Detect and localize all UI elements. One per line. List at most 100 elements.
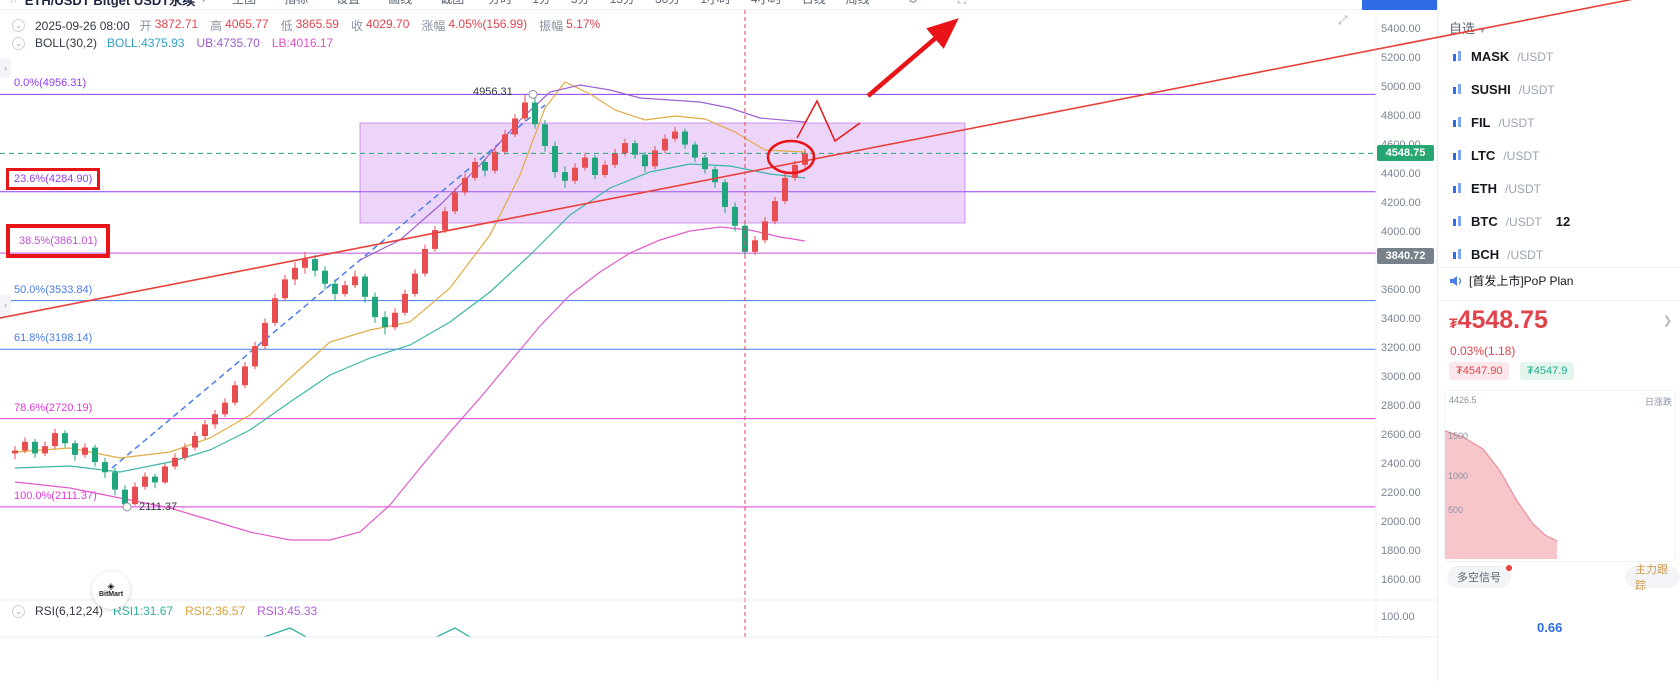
rsi-legend: ⌄ RSI(6,12,24) RSI1:31.67 RSI2:36.57 RSI3:… <box>12 604 317 618</box>
main-force-tracking-button[interactable]: 主力跟踪 <box>1625 564 1680 592</box>
boll-value: BOLL:4375.93 <box>107 36 185 50</box>
long-short-signal-button[interactable]: 多空信号 <box>1447 565 1512 588</box>
kline-icon <box>1451 83 1463 96</box>
depth-axis-label: 500 <box>1448 505 1464 515</box>
depth-panel[interactable]: 4426.5 日涨跌 1500 1000 500 <box>1444 390 1676 562</box>
bitmart-logo-icon: ◈ <box>107 581 115 591</box>
fib-label: 38.5%(3861.01) <box>6 224 111 259</box>
pair-quote: /USDT <box>1505 214 1542 229</box>
toolbar-item[interactable]: 画线 <box>388 0 412 6</box>
drawing-toolbar-handle[interactable]: › <box>0 295 11 315</box>
price-axis-label: 1800.00 <box>1381 545 1421 557</box>
interval-buttons: 分时 1分 5分 15分 30分 1小时 4小时 日线 周线 <box>478 0 880 8</box>
fib-label: 100.0%(2111.37) <box>14 489 97 502</box>
price-axis-label: 5000.00 <box>1381 81 1421 93</box>
watchlist-row[interactable]: MASK/USDT <box>1438 40 1680 73</box>
watchlist-row[interactable]: LTC/USDT <box>1438 139 1680 172</box>
favorite-star-icon[interactable]: ☆ <box>8 0 19 6</box>
ohlc-item: 开 3872.71 <box>139 17 199 33</box>
watchlist: MASK/USDT SUSHI/USDT FIL/USDT LTC/USDT ETH/U… <box>1438 40 1680 271</box>
interval-button[interactable]: 分时 <box>488 0 512 6</box>
ohlc-legend: ⌄ 2025-09-26 08:00 开 3872.71 高 4065.77 低 3865… <box>12 17 600 34</box>
ticker-change: 0.03%(1.18) <box>1450 344 1516 358</box>
pair-base: BCH <box>1471 247 1500 262</box>
price-axis-label: 3600.00 <box>1381 284 1421 296</box>
interval-button[interactable]: 1小时 <box>700 0 731 6</box>
chevron-right-icon[interactable]: ❯ <box>1663 315 1673 327</box>
watchlist-row[interactable]: FIL/USDT <box>1438 106 1680 139</box>
toolbar-item[interactable]: 指标 <box>284 0 308 6</box>
last-price-badge: 4548.75 <box>1377 145 1434 161</box>
toolbar-right-icons[interactable]: ⚙ ⛶ <box>908 0 985 7</box>
boll-value: LB:4016.17 <box>271 36 334 50</box>
interval-button[interactable]: 15分 <box>610 0 635 6</box>
pair-base: BTC <box>1471 214 1498 229</box>
price-axis-label: 2600.00 <box>1381 429 1421 441</box>
topbar: ☆ ETH/USDT Bitget USDT永续 ▼ 主图 指标 设置 画线 截图 分时… <box>0 0 1437 10</box>
chevron-down-icon[interactable]: ▼ <box>199 0 208 4</box>
collapse-chevron-icon[interactable]: ⌄ <box>12 604 25 618</box>
watchlist-row[interactable]: ETH/USDT <box>1438 172 1680 205</box>
price-axis-label: 5400.00 <box>1381 23 1421 35</box>
price-axis-label: 2000.00 <box>1381 516 1421 528</box>
boll-legend: ⌄ BOLL(30,2) BOLL:4375.93 UB:4735.70 LB:40… <box>12 36 333 50</box>
pair-quote: /USDT <box>1498 115 1535 130</box>
index-price-badge: ₮4547.90 <box>1449 362 1510 380</box>
fib-label: 78.6%(2720.19) <box>14 401 93 414</box>
toolbar-item[interactable]: 设置 <box>336 0 360 6</box>
fullscreen-icon[interactable]: ⤢ <box>1338 13 1348 27</box>
price-axis-label: 4800.00 <box>1381 110 1421 122</box>
rsi-axis-label: 100.00 <box>1381 611 1415 623</box>
kline-icon <box>1451 215 1463 228</box>
price-axis-label: 2200.00 <box>1381 487 1421 499</box>
ohlc-item: 振幅 5.17% <box>539 17 601 33</box>
depth-area-chart <box>1445 430 1558 559</box>
rsi-name: RSI(6,12,24) <box>35 604 104 618</box>
chevron-down-icon: ▼ <box>1478 25 1487 35</box>
watchlist-row[interactable]: SUSHI/USDT <box>1438 73 1680 106</box>
toolbar-item[interactable]: 截图 <box>440 0 464 6</box>
watchlist-row[interactable]: BTC/USDT 12 <box>1438 205 1680 238</box>
rsi-value: RSI2:36.57 <box>185 604 246 618</box>
divider <box>1438 267 1680 268</box>
pair-base: LTC <box>1471 148 1496 163</box>
speaker-icon <box>1450 275 1462 286</box>
pair-base: FIL <box>1471 115 1491 130</box>
interval-button[interactable]: 1分 <box>532 0 551 6</box>
ohlc-item: 收 4029.70 <box>350 17 410 33</box>
collapse-chevron-icon[interactable]: ⌄ <box>12 19 25 32</box>
toolbar-item[interactable]: 主图 <box>232 0 256 6</box>
pair-quote: /USDT <box>1505 181 1541 196</box>
interval-button[interactable]: 周线 <box>846 0 870 6</box>
ohlc-item: 涨幅 4.05%(156.99) <box>421 17 528 33</box>
peak-price-label: 4956.31 <box>473 86 513 98</box>
price-axis-label: 4200.00 <box>1381 197 1421 209</box>
fib-label: 0.0%(4956.31) <box>14 77 87 90</box>
collapse-chevron-icon[interactable]: ⌄ <box>12 36 25 50</box>
interval-button[interactable]: 4小时 <box>751 0 782 6</box>
ticker-price: ₮4548.75 <box>1449 306 1548 334</box>
rsi-value: RSI3:45.33 <box>257 604 318 618</box>
bitmart-watermark: ◈ BitMart <box>92 571 130 609</box>
interval-button[interactable]: 日线 <box>802 0 826 6</box>
watchlist-header[interactable]: 自选 ▼ <box>1449 21 1487 36</box>
toolbar-tools: 主图 指标 设置 画线 截图 <box>218 0 478 8</box>
price-axis-label: 2400.00 <box>1381 458 1421 470</box>
symbol-title[interactable]: ETH/USDT Bitget USDT永续 <box>24 0 196 8</box>
pair-price-partial: 12 <box>1555 214 1571 229</box>
announcement-row[interactable]: [首发上市]PoP Plan <box>1449 272 1679 289</box>
pair-base: ETH <box>1471 181 1497 196</box>
interval-button[interactable]: 5分 <box>571 0 590 6</box>
funding-rate-value: 0.66 <box>1537 620 1563 635</box>
trade-button[interactable] <box>1362 0 1437 10</box>
price-axis-label: 1600.00 <box>1381 574 1421 586</box>
rsi-value: RSI1:31.67 <box>113 604 174 618</box>
mark-price-badge: ₮4547.9 <box>1520 362 1575 380</box>
interval-button[interactable]: 30分 <box>655 0 680 6</box>
price-axis-label: 3200.00 <box>1381 342 1421 354</box>
boll-value: UB:4735.70 <box>196 36 260 50</box>
drawing-toolbar-handle[interactable]: › <box>0 58 11 78</box>
price-axis-label: 2800.00 <box>1381 400 1421 412</box>
price-axis-label: 5200.00 <box>1381 52 1421 64</box>
